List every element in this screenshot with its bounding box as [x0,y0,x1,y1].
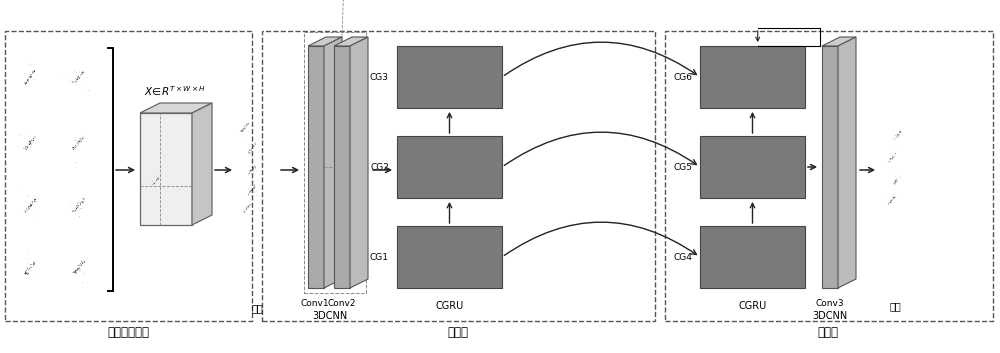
Ellipse shape [25,271,26,273]
Bar [397,136,502,198]
Ellipse shape [74,211,76,212]
Ellipse shape [82,263,83,264]
Ellipse shape [81,140,82,142]
Ellipse shape [33,263,34,265]
Text: CGRU: CGRU [435,301,464,311]
Ellipse shape [81,74,82,75]
Ellipse shape [25,146,26,147]
Text: 构建时空数据: 构建时空数据 [107,327,149,340]
Ellipse shape [25,211,26,212]
Bar [397,226,502,288]
Ellipse shape [29,77,31,78]
Text: Conv3: Conv3 [816,299,844,307]
Ellipse shape [75,210,76,211]
Ellipse shape [31,205,32,206]
Ellipse shape [31,74,32,76]
Ellipse shape [82,263,83,264]
Ellipse shape [30,141,31,142]
Text: 输出: 输出 [889,301,901,311]
Ellipse shape [30,204,31,205]
Polygon shape [192,103,212,225]
Ellipse shape [26,82,27,83]
Text: 编码器: 编码器 [448,327,468,340]
Ellipse shape [84,261,85,263]
Ellipse shape [75,146,76,148]
Polygon shape [334,46,350,288]
Polygon shape [350,37,368,288]
Polygon shape [324,37,342,288]
Text: CGRU: CGRU [738,301,767,311]
Ellipse shape [251,190,252,191]
Bar [304,32,366,293]
Polygon shape [308,46,324,288]
Bar [5,31,252,321]
Ellipse shape [30,142,31,143]
Text: $X\!\in\!R^{T\times W\times H}$: $X\!\in\!R^{T\times W\times H}$ [144,84,206,98]
Text: 3DCNN: 3DCNN [812,311,848,321]
Ellipse shape [26,209,28,210]
Bar [700,46,805,108]
Ellipse shape [75,271,76,273]
Bar [665,31,993,321]
Ellipse shape [74,270,75,271]
Ellipse shape [76,208,77,209]
Ellipse shape [26,274,28,275]
Ellipse shape [34,201,35,202]
Polygon shape [822,37,856,46]
Text: CG3: CG3 [370,72,389,82]
Polygon shape [822,46,838,288]
Ellipse shape [30,76,32,77]
Polygon shape [140,103,212,113]
Polygon shape [308,37,342,46]
Ellipse shape [34,71,35,72]
Ellipse shape [76,81,77,82]
Bar [262,31,655,321]
Ellipse shape [29,144,30,145]
Text: 预测器: 预测器 [817,327,838,340]
Text: CG6: CG6 [673,72,692,82]
Ellipse shape [82,202,83,203]
Ellipse shape [73,149,74,150]
Text: Conv1: Conv1 [301,299,329,307]
Polygon shape [140,113,192,225]
Text: CG1: CG1 [370,252,389,262]
Text: Conv2: Conv2 [328,299,356,307]
Ellipse shape [26,83,27,84]
Bar [700,136,805,198]
Text: CG2: CG2 [370,162,389,172]
Ellipse shape [28,269,29,270]
Ellipse shape [81,264,82,266]
Ellipse shape [79,78,80,79]
Ellipse shape [74,272,76,273]
Ellipse shape [34,262,35,263]
Polygon shape [838,37,856,288]
Ellipse shape [25,83,26,84]
Bar [700,226,805,288]
Ellipse shape [26,149,27,150]
Ellipse shape [30,206,31,207]
Bar [397,46,502,108]
Ellipse shape [80,203,81,204]
Ellipse shape [34,199,36,200]
Text: 输入: 输入 [251,303,263,313]
Ellipse shape [72,147,74,148]
Text: CG4: CG4 [673,252,692,262]
Ellipse shape [79,141,80,142]
Ellipse shape [31,267,32,268]
Polygon shape [334,37,368,46]
Ellipse shape [29,144,30,145]
Ellipse shape [27,79,28,81]
Ellipse shape [35,199,36,200]
Ellipse shape [76,80,77,82]
Ellipse shape [77,79,78,80]
Ellipse shape [32,72,33,73]
Ellipse shape [81,261,82,262]
Ellipse shape [79,264,80,265]
Text: CG5: CG5 [673,162,692,172]
Text: 3DCNN: 3DCNN [312,311,348,321]
